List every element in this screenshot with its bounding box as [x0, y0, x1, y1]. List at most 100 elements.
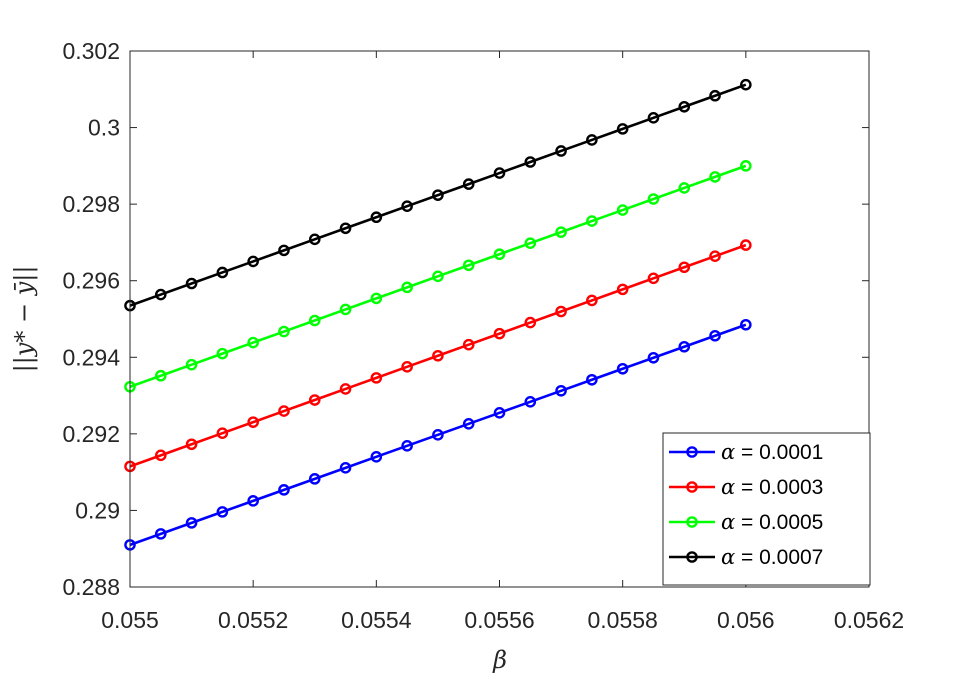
x-tick-label: 0.0558: [587, 607, 657, 633]
legend-label: α = 0.0007: [721, 545, 823, 569]
y-tick-label: 0.292: [62, 421, 120, 447]
x-tick-label: 0.055: [101, 607, 159, 633]
series-line-3: [129, 83, 747, 307]
legend-label: α = 0.0001: [721, 440, 823, 464]
data-point: [185, 277, 198, 290]
data-point: [524, 316, 537, 329]
data-point: [616, 362, 629, 375]
data-point: [740, 78, 752, 91]
data-point: [555, 384, 567, 397]
data-point: [308, 473, 321, 485]
legend-marker: [686, 446, 698, 458]
y-tick-label: 0.29: [75, 497, 120, 523]
data-point: [709, 171, 721, 183]
data-point: [401, 440, 413, 452]
data-point: [616, 204, 629, 216]
data-point: [709, 89, 721, 102]
data-point: [586, 134, 598, 146]
data-point: [370, 292, 383, 305]
data-point: [432, 270, 444, 283]
data-point: [247, 255, 259, 268]
data-point: [401, 361, 413, 373]
data-point: [432, 429, 444, 441]
data-point: [339, 462, 352, 474]
data-point: [154, 288, 167, 301]
data-point: [247, 495, 259, 507]
data-point: [401, 200, 413, 212]
data-point: [278, 484, 290, 496]
data-point: [185, 358, 198, 371]
data-point: [278, 244, 290, 257]
legend-box: [662, 432, 871, 586]
data-point: [740, 318, 752, 331]
data-point: [278, 325, 290, 338]
data-point: [247, 416, 259, 428]
data-point: [524, 156, 537, 168]
ticks-layer: 0.055 0.0552 0.0554 0.0556 0.0558 0.056 0.0562…: [62, 38, 904, 633]
x-tick-label: 0.056: [717, 607, 775, 633]
data-point: [678, 182, 691, 194]
series-line-2: [129, 164, 747, 388]
y-axis-label: ||y* − ȳ||: [10, 266, 39, 373]
data-point: [308, 233, 321, 246]
data-point: [154, 449, 167, 462]
data-point: [432, 349, 444, 362]
legend-marker: [686, 516, 698, 528]
data-point: [740, 239, 752, 251]
data-point: [678, 340, 691, 353]
data-point: [647, 351, 660, 364]
data-point: [586, 215, 598, 227]
data-point: [308, 314, 321, 327]
data-point: [462, 418, 475, 430]
data-point: [308, 394, 321, 406]
legend-label: α = 0.0005: [721, 510, 823, 534]
data-point: [586, 294, 598, 307]
data-point: [370, 211, 383, 224]
data-point: [493, 248, 506, 261]
data-point: [432, 189, 444, 201]
data-point: [709, 250, 721, 262]
data-point: [740, 160, 752, 172]
x-axis-label: β: [492, 646, 507, 674]
x-tick-label: 0.0556: [464, 607, 534, 633]
data-point: [555, 226, 567, 238]
data-point: [524, 237, 537, 249]
data-point: [216, 347, 229, 360]
y-tick-label: 0.3: [88, 115, 120, 141]
data-point: [247, 336, 259, 349]
data-point: [493, 406, 506, 419]
series-line-0: [129, 323, 747, 547]
data-point: [647, 112, 660, 124]
data-point: [493, 167, 506, 179]
legend: α = 0.0001 α = 0.0003 α = 0.0005 α = 0.0007: [662, 432, 871, 586]
y-tick-label: 0.288: [62, 574, 120, 600]
data-point: [462, 178, 475, 190]
data-point: [401, 281, 413, 294]
data-point: [185, 438, 198, 451]
x-tick-label: 0.0562: [834, 607, 904, 633]
data-point: [339, 383, 352, 395]
data-point: [216, 506, 229, 518]
data-point: [586, 373, 598, 386]
data-point: [339, 222, 352, 235]
data-point: [678, 261, 691, 274]
data-point: [616, 283, 629, 296]
data-point: [154, 528, 167, 540]
data-point: [339, 303, 352, 316]
legend-label: α = 0.0003: [721, 475, 823, 499]
data-point: [524, 395, 537, 408]
data-point: [154, 369, 167, 382]
y-tick-label: 0.296: [62, 268, 120, 294]
data-point: [370, 372, 383, 384]
data-point: [616, 123, 629, 135]
data-point: [278, 405, 290, 417]
x-tick-label: 0.0554: [341, 607, 412, 633]
data-point: [555, 305, 567, 318]
data-point: [462, 259, 475, 272]
data-point: [709, 329, 721, 342]
y-tick-label: 0.302: [62, 38, 120, 64]
data-point: [647, 272, 660, 285]
data-point: [493, 327, 506, 340]
data-point: [647, 193, 660, 205]
data-point: [216, 427, 229, 440]
